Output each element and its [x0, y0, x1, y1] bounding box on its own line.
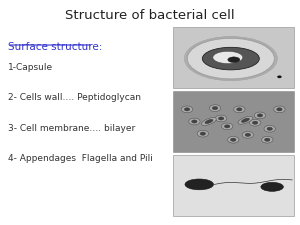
Ellipse shape — [238, 116, 253, 124]
Text: Structure of bacterial cell: Structure of bacterial cell — [65, 9, 235, 22]
Ellipse shape — [245, 133, 250, 136]
Ellipse shape — [200, 132, 206, 135]
Ellipse shape — [264, 125, 275, 132]
Ellipse shape — [205, 119, 213, 124]
Ellipse shape — [265, 138, 270, 141]
FancyBboxPatch shape — [172, 155, 294, 216]
Ellipse shape — [192, 120, 197, 123]
Ellipse shape — [187, 38, 274, 79]
Ellipse shape — [237, 108, 242, 111]
Ellipse shape — [267, 127, 272, 130]
Ellipse shape — [230, 138, 236, 141]
Ellipse shape — [277, 108, 282, 111]
Ellipse shape — [212, 107, 218, 110]
Ellipse shape — [224, 125, 230, 128]
Ellipse shape — [202, 117, 216, 126]
Ellipse shape — [228, 57, 240, 63]
Ellipse shape — [209, 105, 221, 112]
FancyBboxPatch shape — [172, 27, 294, 88]
Ellipse shape — [261, 182, 284, 191]
Ellipse shape — [213, 51, 243, 64]
Ellipse shape — [242, 118, 249, 122]
Ellipse shape — [249, 119, 261, 126]
Ellipse shape — [218, 117, 224, 120]
Ellipse shape — [234, 106, 245, 113]
Text: 1-Capsule: 1-Capsule — [8, 63, 52, 72]
Text: 2- Cells wall…. Peptidoglycan: 2- Cells wall…. Peptidoglycan — [8, 93, 140, 102]
Ellipse shape — [202, 47, 259, 70]
Ellipse shape — [215, 115, 227, 122]
Ellipse shape — [189, 118, 200, 125]
Ellipse shape — [185, 179, 214, 190]
Text: Surface structure:: Surface structure: — [8, 42, 102, 52]
Ellipse shape — [262, 136, 273, 143]
Ellipse shape — [257, 114, 263, 117]
Ellipse shape — [184, 108, 190, 111]
Ellipse shape — [182, 106, 193, 113]
Ellipse shape — [252, 121, 258, 124]
Ellipse shape — [254, 112, 266, 119]
Text: 3- Cell membrane…. bilayer: 3- Cell membrane…. bilayer — [8, 124, 135, 133]
Ellipse shape — [197, 130, 208, 137]
FancyBboxPatch shape — [172, 91, 294, 152]
Ellipse shape — [228, 136, 239, 143]
Ellipse shape — [277, 75, 282, 78]
Ellipse shape — [274, 106, 285, 113]
Text: 4- Appendages  Flagella and Pili: 4- Appendages Flagella and Pili — [8, 154, 152, 163]
Ellipse shape — [221, 123, 233, 130]
Ellipse shape — [242, 131, 254, 138]
